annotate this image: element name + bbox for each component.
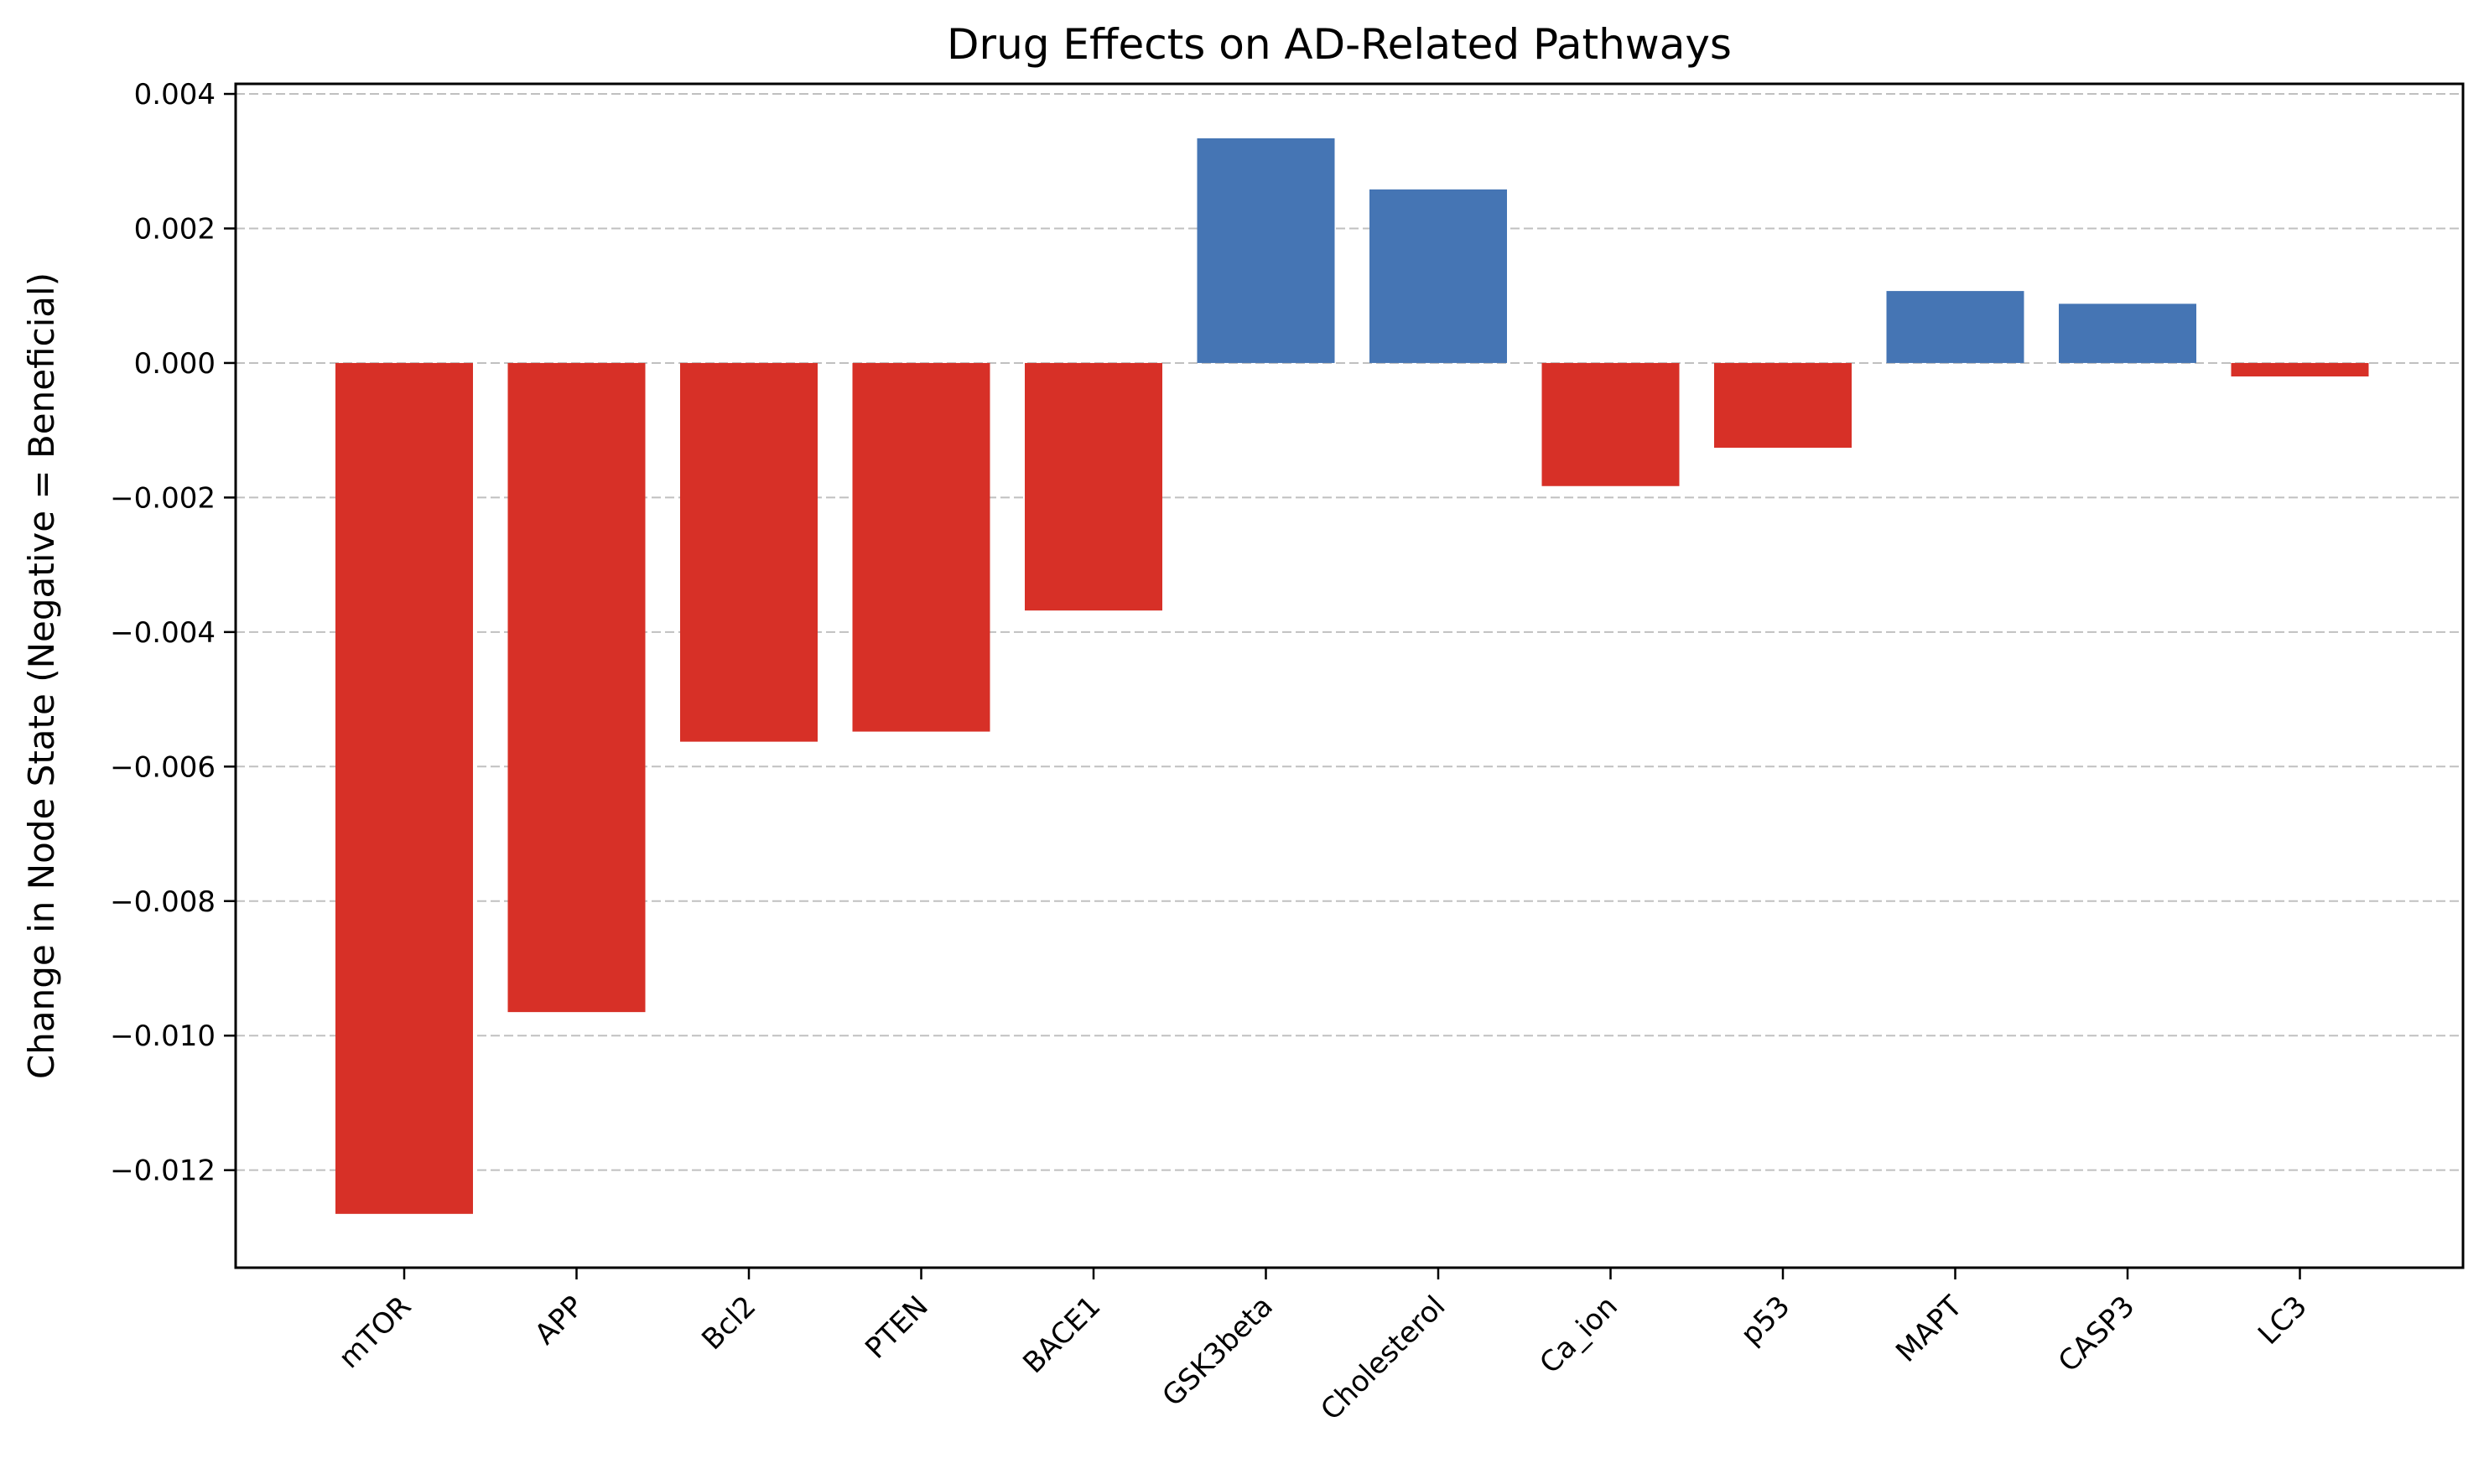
plot-frame [234, 82, 2465, 1269]
x-tick-label: LC3 [2252, 1289, 2314, 1352]
y-tick-label: −0.002 [110, 481, 216, 515]
y-tick-label: −0.008 [110, 885, 216, 919]
bar-LC3 [2231, 362, 2369, 376]
x-axis-ticks: mTOR APP Bcl2 PTEN BACE1 GSK3beta Cholesterol C… [332, 1268, 2314, 1427]
x-tick-label: CASP3 [2052, 1289, 2142, 1379]
x-tick-label: BACE1 [1016, 1289, 1107, 1380]
bars [335, 138, 2369, 1214]
bar-Ca_ion [1541, 362, 1680, 486]
bar-BACE1 [1025, 362, 1162, 611]
chart-title: Drug Effects on AD-Related Pathways [947, 20, 1732, 69]
y-axis-ticks: 0.004 0.002 0.000 −0.002 −0.004 −0.006 −0.008 −… [110, 78, 236, 1188]
y-tick-label: 0.002 [134, 212, 216, 246]
x-tick-label: APP [528, 1289, 590, 1352]
y-tick-label: −0.010 [110, 1020, 216, 1053]
bar-p53 [1714, 362, 1852, 449]
bar-Bcl2 [680, 362, 818, 742]
bar-PTEN [852, 362, 990, 732]
x-tick-label: mTOR [332, 1289, 418, 1375]
x-tick-label: PTEN [859, 1289, 935, 1366]
x-tick-label: p53 [1734, 1289, 1796, 1352]
x-tick-label: Bcl2 [695, 1289, 762, 1357]
bar-GSK3beta [1197, 138, 1335, 363]
y-tick-label: 0.004 [134, 78, 216, 112]
bar-CASP3 [2059, 304, 2196, 363]
bar-mTOR [335, 362, 473, 1214]
bar-MAPT [1886, 291, 2024, 363]
y-tick-label: −0.004 [110, 616, 216, 650]
bar-Cholesterol [1369, 189, 1507, 363]
y-axis-label: Change in Node State (Negative = Benefic… [21, 272, 62, 1079]
x-tick-label: Ca_ion [1533, 1289, 1624, 1380]
bar-APP [507, 362, 646, 1013]
x-tick-label: GSK3beta [1156, 1289, 1279, 1413]
x-tick-label: MAPT [1889, 1289, 1969, 1369]
y-tick-label: −0.006 [110, 750, 216, 784]
y-tick-label: −0.012 [110, 1155, 216, 1188]
y-tick-label: 0.000 [134, 347, 216, 381]
x-tick-label: Cholesterol [1314, 1289, 1452, 1427]
